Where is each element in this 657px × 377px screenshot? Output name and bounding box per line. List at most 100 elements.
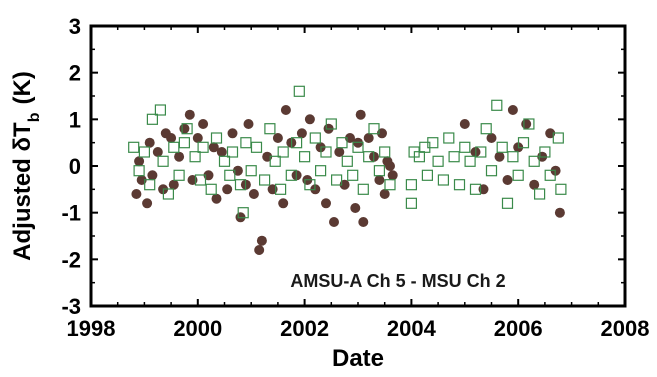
plot-frame xyxy=(89,24,627,308)
data-point-square xyxy=(146,113,158,125)
data-point-circle xyxy=(363,133,374,143)
data-point-square xyxy=(304,179,316,191)
y-tick-label: 3 xyxy=(69,14,81,39)
data-point-square xyxy=(427,137,439,149)
data-point-circle xyxy=(216,147,227,157)
data-point-square xyxy=(168,141,180,153)
data-point-square xyxy=(475,146,487,158)
data-point-square xyxy=(293,85,305,97)
data-point-circle xyxy=(385,161,395,171)
data-point-square xyxy=(205,183,217,195)
data-point-circle xyxy=(379,189,390,199)
data-point-square xyxy=(144,179,156,191)
data-point-circle xyxy=(147,170,158,181)
data-point-square xyxy=(291,137,303,149)
y-tick-label: -1 xyxy=(61,201,81,226)
data-point-circle xyxy=(192,133,203,143)
x-tick-label: 1998 xyxy=(67,316,116,341)
data-point-square xyxy=(405,179,417,191)
data-point-square xyxy=(245,165,257,177)
data-point-square xyxy=(491,99,503,111)
data-point-square xyxy=(234,179,247,191)
data-point-circle xyxy=(494,151,505,162)
data-point-circle xyxy=(248,189,259,199)
data-points xyxy=(128,85,567,255)
y-tick-label: -2 xyxy=(61,247,81,272)
data-point-square xyxy=(533,188,546,200)
data-point-square xyxy=(379,146,391,158)
data-point-square xyxy=(269,155,281,167)
data-point-circle xyxy=(222,184,233,195)
data-point-square xyxy=(315,165,327,177)
data-point-circle xyxy=(350,203,361,213)
data-point-square xyxy=(523,118,535,130)
data-point-square xyxy=(443,132,455,144)
data-point-circle xyxy=(355,109,366,120)
data-point-square xyxy=(128,141,140,153)
data-point-square xyxy=(336,137,348,149)
data-point-square xyxy=(285,169,297,181)
data-point-square xyxy=(368,123,380,135)
data-point-square xyxy=(133,165,145,177)
x-axis-label: Date xyxy=(332,345,384,372)
data-point-square xyxy=(309,132,321,144)
data-point-circle xyxy=(486,133,497,143)
data-point-circle xyxy=(208,142,219,153)
data-point-circle xyxy=(554,207,565,218)
data-point-square xyxy=(448,151,460,163)
data-point-circle xyxy=(166,133,177,143)
data-point-square xyxy=(157,155,169,167)
data-point-square xyxy=(363,151,375,163)
data-point-circle xyxy=(502,175,513,185)
data-point-square xyxy=(240,137,252,149)
data-point-square xyxy=(357,183,369,195)
data-point-square xyxy=(539,146,551,158)
data-point-square xyxy=(194,174,207,186)
data-point-square xyxy=(218,155,231,167)
data-point-square xyxy=(421,169,433,181)
data-point-circle xyxy=(144,137,155,148)
data-point-square xyxy=(373,165,385,177)
data-point-circle xyxy=(459,119,470,129)
data-point-square xyxy=(528,155,540,167)
data-point-square xyxy=(437,174,449,186)
data-point-circle xyxy=(280,105,291,115)
data-point-square xyxy=(331,174,343,186)
data-point-circle xyxy=(296,128,307,139)
data-point-square xyxy=(154,104,166,116)
data-point-square xyxy=(384,179,396,191)
data-point-square xyxy=(210,132,223,144)
x-tick-label: 2006 xyxy=(494,316,543,341)
data-point-square xyxy=(162,188,174,200)
chart-annotation: AMSU-A Ch 5 - MSU Ch 2 xyxy=(290,271,505,291)
data-point-square xyxy=(325,118,337,130)
data-point-square xyxy=(544,169,556,181)
data-point-square xyxy=(226,146,239,158)
data-point-square xyxy=(552,132,564,144)
data-point-square xyxy=(469,183,482,195)
data-point-square xyxy=(320,146,332,158)
x-tick-label: 2004 xyxy=(387,316,437,341)
data-point-circle xyxy=(254,245,265,255)
x-tick-label: 2000 xyxy=(173,316,222,341)
y-axis-label-unit: (K) xyxy=(9,71,36,104)
data-point-square xyxy=(181,123,193,135)
y-axis-label-subscript: b xyxy=(26,112,43,122)
data-point-square xyxy=(138,146,150,158)
data-point-circle xyxy=(184,109,195,120)
data-point-circle xyxy=(168,179,179,190)
data-point-circle xyxy=(152,147,163,157)
data-point-square xyxy=(277,146,289,158)
data-point-square xyxy=(485,165,498,177)
data-point-square xyxy=(459,141,471,153)
y-tick-label: 1 xyxy=(69,107,81,132)
data-point-circle xyxy=(142,198,153,209)
data-point-circle xyxy=(179,123,190,134)
data-point-square xyxy=(432,155,444,167)
data-point-square xyxy=(237,207,249,219)
data-point-square xyxy=(480,123,492,135)
data-point-square xyxy=(264,123,276,135)
data-point-circle xyxy=(304,114,315,125)
data-point-square xyxy=(299,151,311,163)
